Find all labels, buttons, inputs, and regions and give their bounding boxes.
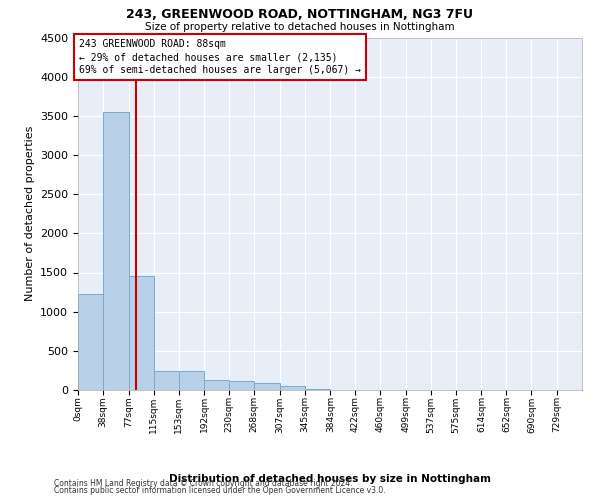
Bar	[229, 380, 254, 390]
Text: Contains HM Land Registry data © Crown copyright and database right 2024.: Contains HM Land Registry data © Crown c…	[54, 478, 353, 488]
Bar	[128, 276, 154, 390]
Text: Size of property relative to detached houses in Nottingham: Size of property relative to detached ho…	[145, 22, 455, 32]
Y-axis label: Number of detached properties: Number of detached properties	[25, 126, 35, 302]
Bar	[204, 380, 229, 390]
Text: Contains public sector information licensed under the Open Government Licence v3: Contains public sector information licen…	[54, 486, 386, 495]
Bar	[254, 383, 280, 390]
Bar	[305, 389, 331, 390]
Bar	[154, 371, 179, 390]
X-axis label: Distribution of detached houses by size in Nottingham: Distribution of detached houses by size …	[169, 474, 491, 484]
Text: 243 GREENWOOD ROAD: 88sqm
← 29% of detached houses are smaller (2,135)
69% of se: 243 GREENWOOD ROAD: 88sqm ← 29% of detac…	[79, 39, 361, 76]
Text: 243, GREENWOOD ROAD, NOTTINGHAM, NG3 7FU: 243, GREENWOOD ROAD, NOTTINGHAM, NG3 7FU	[127, 8, 473, 20]
Bar	[179, 371, 204, 390]
Bar	[103, 112, 128, 390]
Bar	[280, 386, 305, 390]
Bar	[78, 294, 103, 390]
